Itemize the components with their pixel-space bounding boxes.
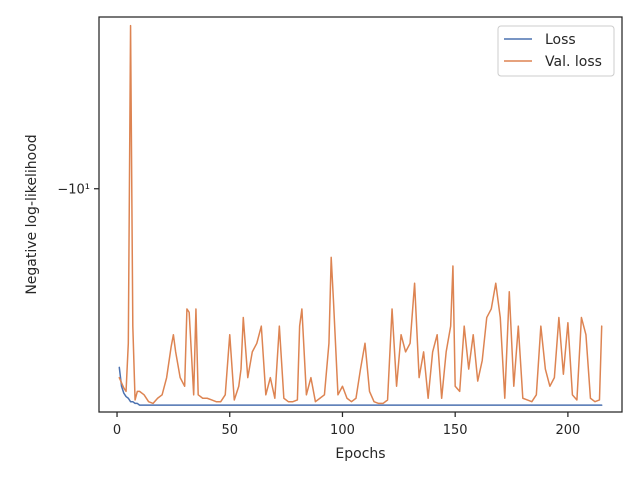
x-tick-label: 50 xyxy=(221,423,238,438)
x-tick-label: 200 xyxy=(555,423,580,438)
x-axis: 0 50 100 150 200 xyxy=(113,412,580,438)
series-layer xyxy=(118,24,603,406)
legend-label: Loss xyxy=(545,32,576,48)
x-tick-label: 150 xyxy=(443,423,468,438)
plot-area xyxy=(98,16,623,413)
series-line-0 xyxy=(118,366,603,406)
series-line-1 xyxy=(118,24,603,405)
y-axis: −10¹ xyxy=(57,183,99,198)
legend-label: Val. loss xyxy=(545,54,602,70)
y-axis-label: Negative log-likelihood xyxy=(24,134,40,294)
legend: Loss Val. loss xyxy=(497,25,615,77)
plot-frame xyxy=(98,16,623,413)
x-axis-label: Epochs xyxy=(335,446,385,462)
x-tick-label: 0 xyxy=(113,423,121,438)
x-tick-label: 100 xyxy=(330,423,355,438)
y-tick-label: −10¹ xyxy=(57,183,90,198)
